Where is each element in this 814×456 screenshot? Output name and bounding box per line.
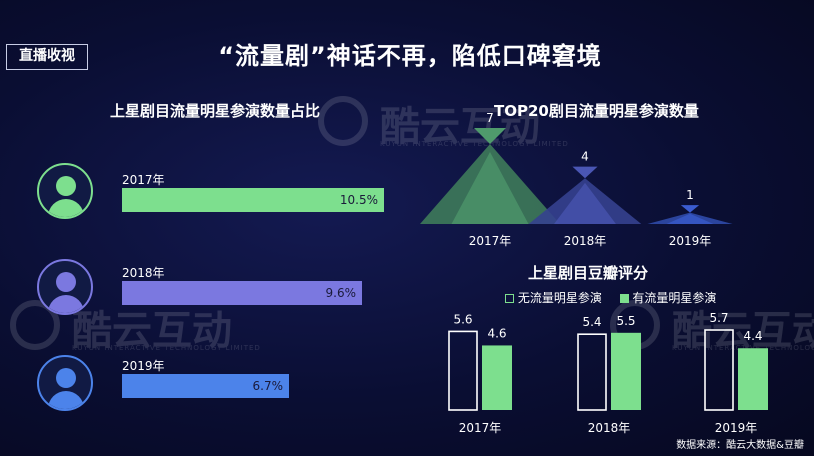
c3-year-label: 2018年 <box>588 421 631 435</box>
page-title: “流量剧”神话不再，陷低口碑窘境 <box>218 42 602 70</box>
legend-label-no-star: 无流量明星参演 <box>517 291 602 305</box>
c3-year-label: 2019年 <box>715 421 758 435</box>
chart3-title: 上星剧目豆瓣评分 <box>528 264 649 282</box>
c3-value-label: 4.4 <box>743 329 762 343</box>
c3-year-label: 2017年 <box>459 421 502 435</box>
c3-bar-filled-1 <box>611 332 641 410</box>
avatar-icon-2019 <box>37 355 93 411</box>
c1-year-label: 2017年 <box>122 173 165 187</box>
c3-bar-filled-0 <box>482 345 512 410</box>
c2-value-label: 7 <box>486 111 494 125</box>
c1-bar-2019 <box>122 374 289 398</box>
data-source: 数据来源：酷云大数据&豆瓣 <box>676 440 804 451</box>
c1-year-label: 2018年 <box>122 266 165 280</box>
c2-marker-0 <box>474 128 506 144</box>
c2-year-label: 2018年 <box>564 234 607 248</box>
c3-bar-filled-2 <box>738 348 768 410</box>
c2-value-label: 4 <box>581 150 589 164</box>
c2-marker-1 <box>572 166 598 179</box>
avatar-icon-2018 <box>37 259 93 315</box>
c1-value-label: 6.7% <box>252 379 284 393</box>
legend-swatch-filled <box>619 294 629 303</box>
c2-marker-2 <box>680 205 700 213</box>
c3-value-label: 5.4 <box>582 315 601 329</box>
c3-value-label: 5.6 <box>453 312 472 326</box>
c3-value-label: 4.6 <box>487 326 506 340</box>
c2-year-label: 2017年 <box>469 234 512 248</box>
c1-value-label: 10.5% <box>339 193 378 207</box>
c1-value-label: 9.6% <box>325 286 357 300</box>
c1-bar-2017 <box>122 188 384 212</box>
c1-year-label: 2019年 <box>122 359 165 373</box>
c2-triangle-inner-1 <box>554 182 616 224</box>
c3-value-label: 5.7 <box>709 311 728 325</box>
c3-value-label: 5.5 <box>616 314 635 328</box>
chart3-legend: 无流量明星参演 有流量明星参演 <box>505 289 716 306</box>
c3-bar-outline-1 <box>577 333 607 411</box>
c2-year-label: 2019年 <box>669 234 712 248</box>
chart2-title: TOP20剧目流量明星参演数量 <box>494 102 699 120</box>
legend-swatch-outline <box>505 294 514 303</box>
section-tag: 直播收视 <box>6 44 88 70</box>
chart1-title: 上星剧目流量明星参演数量占比 <box>110 102 321 120</box>
c3-bar-outline-0 <box>448 330 478 411</box>
c2-value-label: 1 <box>686 188 694 202</box>
avatar-icon-2017 <box>37 163 93 219</box>
c3-bar-outline-2 <box>704 329 734 411</box>
c2-triangle-inner-0 <box>451 152 529 224</box>
c2-triangle-inner-2 <box>666 213 714 224</box>
c1-bar-2018 <box>122 281 362 305</box>
legend-label-with-star: 有流量明星参演 <box>632 291 717 305</box>
